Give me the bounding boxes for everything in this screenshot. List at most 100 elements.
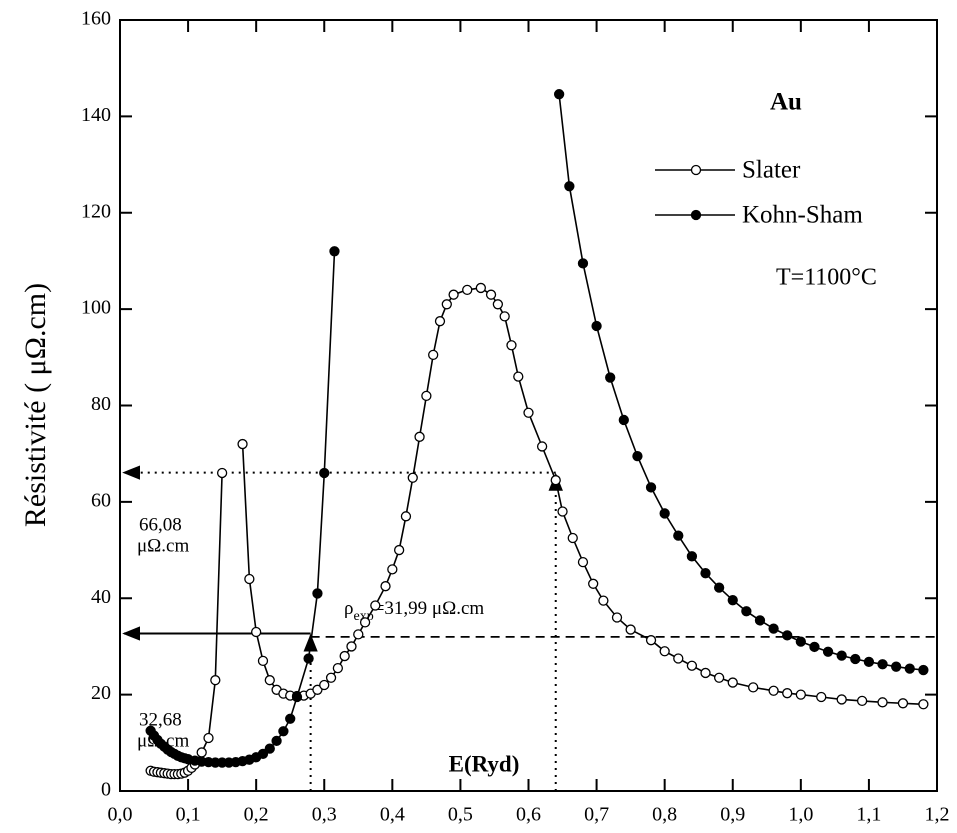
x-tick-label: 1,2 xyxy=(925,804,950,826)
x-tick-label: 0,1 xyxy=(176,804,201,826)
x-tick-label: 0,8 xyxy=(652,804,677,826)
data-point xyxy=(257,748,269,760)
experimental-label: ρexp=31,99 μΩ.cm xyxy=(344,598,484,624)
data-point xyxy=(271,735,282,747)
data-point xyxy=(196,747,207,758)
data-point xyxy=(428,349,439,361)
data-point xyxy=(673,653,684,664)
data-point xyxy=(557,506,568,517)
y-tick-label: 100 xyxy=(81,297,111,319)
marker-unit-label: μΩ.cm xyxy=(137,535,189,556)
data-point xyxy=(567,532,578,544)
data-point xyxy=(897,698,909,709)
data-point xyxy=(850,653,861,665)
data-point xyxy=(339,650,350,662)
data-point xyxy=(319,467,330,479)
data-point xyxy=(499,311,510,322)
data-point xyxy=(492,299,504,310)
rho-value: =31,99 μΩ.cm xyxy=(374,598,485,619)
data-point xyxy=(856,695,868,707)
x-tick-label: 0,3 xyxy=(312,804,337,826)
data-point xyxy=(727,595,738,606)
y-tick-label: 80 xyxy=(91,393,111,415)
data-point xyxy=(645,482,657,493)
data-point xyxy=(822,646,834,657)
y-tick-label: 60 xyxy=(91,489,111,511)
x-tick-label: 1,0 xyxy=(788,804,813,826)
data-point xyxy=(891,661,902,672)
x-tick-label: 0,6 xyxy=(516,804,541,826)
data-point xyxy=(216,467,228,479)
data-point xyxy=(700,667,711,679)
x-tick-label: 0,5 xyxy=(448,804,473,826)
data-point xyxy=(434,316,446,327)
data-point xyxy=(877,659,888,670)
data-point xyxy=(312,588,323,599)
data-point xyxy=(659,508,670,519)
data-point xyxy=(713,672,725,683)
data-point xyxy=(700,568,711,579)
legend-marker xyxy=(690,209,702,221)
data-point xyxy=(754,615,766,626)
data-point xyxy=(836,650,847,661)
data-point xyxy=(768,685,779,696)
data-point xyxy=(618,414,629,426)
data-point xyxy=(877,697,888,708)
data-point xyxy=(591,320,602,332)
data-point xyxy=(686,660,698,671)
data-point xyxy=(768,623,779,634)
data-point xyxy=(816,691,827,703)
data-point xyxy=(741,606,752,617)
data-point xyxy=(319,679,330,691)
data-point xyxy=(353,629,364,640)
data-point xyxy=(577,556,589,568)
marker-value-label: 32,68 xyxy=(139,709,182,730)
data-point xyxy=(904,663,915,674)
data-point xyxy=(611,612,623,623)
y-axis-label: Résistivité ( μΩ.cm) xyxy=(19,283,52,527)
data-point xyxy=(210,675,221,686)
data-point xyxy=(380,581,391,592)
data-point xyxy=(536,441,548,452)
data-point xyxy=(686,551,698,562)
series-line xyxy=(150,287,924,775)
data-point xyxy=(448,289,459,300)
data-point xyxy=(303,653,314,664)
element-label: Au xyxy=(770,89,802,116)
data-point xyxy=(782,630,793,641)
y-tick-label: 20 xyxy=(91,682,111,704)
data-point xyxy=(918,699,929,710)
data-point xyxy=(795,636,806,647)
data-point xyxy=(370,600,381,611)
data-point xyxy=(462,284,473,296)
data-point xyxy=(645,635,657,646)
data-point xyxy=(863,656,875,668)
x-tick-label: 0,9 xyxy=(720,804,745,826)
data-point xyxy=(400,511,412,522)
legend-label: Kohn-Sham xyxy=(742,202,863,229)
y-tick-label: 0 xyxy=(101,779,111,801)
data-point xyxy=(513,371,524,382)
data-point xyxy=(393,544,405,556)
data-point xyxy=(278,726,289,737)
data-point xyxy=(421,390,432,402)
y-tick-label: 120 xyxy=(81,200,111,222)
data-point xyxy=(564,181,575,192)
data-point xyxy=(727,677,738,688)
y-tick-label: 160 xyxy=(81,8,111,30)
data-point xyxy=(285,713,296,724)
data-point xyxy=(244,573,255,585)
data-point xyxy=(237,438,248,450)
data-point xyxy=(441,299,452,310)
x-tick-label: 0,7 xyxy=(584,804,609,826)
data-point xyxy=(251,626,262,638)
data-point xyxy=(475,282,486,294)
data-point xyxy=(414,431,425,442)
data-point xyxy=(346,641,357,652)
data-point xyxy=(577,258,589,269)
data-point xyxy=(264,675,275,686)
data-point xyxy=(506,340,517,351)
x-tick-label: 0,0 xyxy=(108,804,133,826)
data-point xyxy=(485,289,497,300)
